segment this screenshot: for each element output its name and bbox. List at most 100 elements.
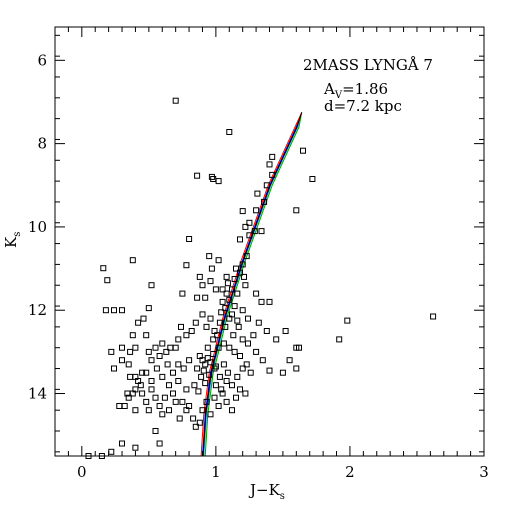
star-point [219,390,226,397]
star-point [245,340,251,347]
star-point [190,415,197,422]
star-point [293,344,300,351]
star-point [204,344,211,351]
star-point [166,382,172,389]
star-point [253,290,260,297]
star-point [266,367,273,374]
star-point [170,390,176,397]
star-point [233,265,239,272]
star-point [243,253,250,260]
star-point [191,382,198,389]
star-point [254,190,261,197]
star-point [125,394,132,401]
star-point [156,353,163,359]
star-point [293,365,300,372]
star-points-group [85,97,437,459]
star-point [218,309,225,316]
star-point [229,286,235,293]
star-point [211,394,218,401]
star-point [266,298,273,305]
star-point [279,369,286,376]
star-point [192,319,199,326]
star-point [231,303,238,310]
star-point [243,361,250,368]
star-point [219,286,226,293]
star-point [207,315,214,322]
star-point [178,323,184,330]
star-point [140,315,147,322]
star-point [215,257,222,264]
star-point [234,317,241,324]
star-point [102,307,109,314]
star-point [143,398,150,405]
star-point [202,294,209,301]
star-point [231,276,238,282]
star-point [183,407,190,414]
annotation-line2: AV=1.86 [323,80,388,101]
y-tick-label: 10 [28,218,47,236]
star-point [194,172,201,179]
star-point [247,369,254,376]
star-point [203,323,210,330]
x-tick-label: 1 [211,463,221,481]
star-point [224,280,231,287]
star-point [145,407,152,414]
star-point [226,296,233,303]
star-point [241,273,247,280]
star-point [309,176,316,182]
star-point [222,323,229,330]
star-point [234,373,241,380]
star-point [222,305,229,312]
star-point [200,367,207,374]
star-point [199,311,206,318]
star-point [211,365,218,372]
star-point [183,332,190,339]
star-point [196,273,203,280]
star-point [250,332,257,339]
star-point [235,323,242,330]
y-tick-label: 6 [37,51,47,69]
x-tick-label: 2 [345,463,355,481]
star-point [127,348,134,355]
star-point [129,332,136,339]
star-point [100,265,107,272]
star-point [183,386,190,393]
star-point [239,365,246,372]
star-point [111,365,117,372]
star-point [230,332,237,339]
star-point [145,348,152,355]
star-point [208,173,215,180]
star-point [152,428,159,434]
y-tick-label: 12 [28,301,47,319]
star-point [226,129,233,135]
star-point [233,394,239,401]
star-point [229,407,235,414]
star-point [143,332,150,339]
star-point [132,444,139,451]
star-point [156,440,163,447]
star-point [198,373,205,380]
star-point [261,198,268,205]
star-point [139,390,146,397]
y-axis-label-main: K [2,236,20,248]
star-point [223,398,230,405]
star-point [104,277,111,284]
star-point [237,386,243,393]
star-point [215,344,222,351]
x-axis-label: J−Ks [248,481,285,502]
star-point [152,344,159,351]
star-point [223,378,230,384]
star-point [215,178,222,185]
star-point [164,361,171,368]
star-point [229,382,235,389]
star-point [166,407,172,414]
star-point [223,273,230,280]
star-point [220,361,227,368]
star-point [179,398,186,405]
star-point [176,415,183,422]
star-point [258,228,265,235]
star-point [430,313,437,320]
y-axis-label: Ks [2,232,23,248]
star-point [231,348,238,355]
